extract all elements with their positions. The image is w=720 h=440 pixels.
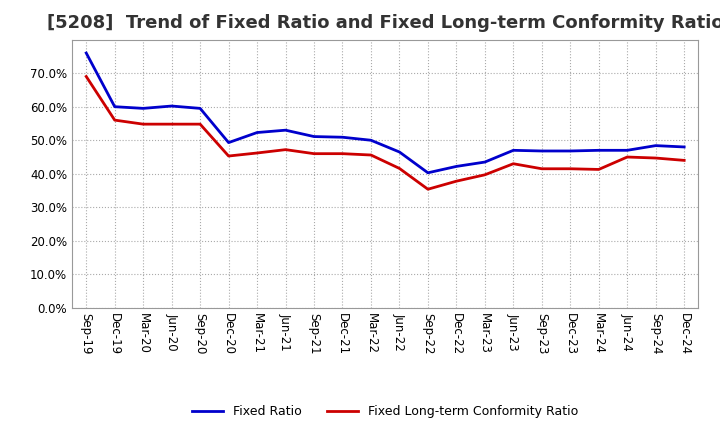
Fixed Long-term Conformity Ratio <box>167 121 176 127</box>
Fixed Long-term Conformity Ratio <box>566 166 575 172</box>
Fixed Ratio <box>537 148 546 154</box>
Fixed Long-term Conformity Ratio <box>366 152 375 158</box>
Fixed Long-term Conformity Ratio <box>225 154 233 159</box>
Fixed Ratio <box>595 148 603 153</box>
Fixed Ratio <box>623 148 631 153</box>
Fixed Ratio <box>82 50 91 55</box>
Fixed Ratio <box>338 135 347 140</box>
Fixed Long-term Conformity Ratio <box>139 121 148 127</box>
Line: Fixed Long-term Conformity Ratio: Fixed Long-term Conformity Ratio <box>86 77 684 189</box>
Fixed Ratio <box>253 130 261 135</box>
Fixed Long-term Conformity Ratio <box>537 166 546 172</box>
Fixed Ratio <box>310 134 318 139</box>
Fixed Ratio <box>395 149 404 154</box>
Fixed Ratio <box>110 104 119 109</box>
Title: [5208]  Trend of Fixed Ratio and Fixed Long-term Conformity Ratio: [5208] Trend of Fixed Ratio and Fixed Lo… <box>47 15 720 33</box>
Fixed Ratio <box>423 170 432 176</box>
Legend: Fixed Ratio, Fixed Long-term Conformity Ratio: Fixed Ratio, Fixed Long-term Conformity … <box>187 400 583 423</box>
Fixed Ratio <box>196 106 204 111</box>
Fixed Long-term Conformity Ratio <box>452 179 461 184</box>
Fixed Ratio <box>566 148 575 154</box>
Fixed Long-term Conformity Ratio <box>623 154 631 160</box>
Fixed Ratio <box>139 106 148 111</box>
Fixed Long-term Conformity Ratio <box>652 155 660 161</box>
Fixed Ratio <box>282 128 290 133</box>
Fixed Long-term Conformity Ratio <box>310 151 318 156</box>
Fixed Ratio <box>680 144 688 150</box>
Fixed Long-term Conformity Ratio <box>680 158 688 163</box>
Fixed Ratio <box>366 138 375 143</box>
Fixed Long-term Conformity Ratio <box>509 161 518 166</box>
Fixed Long-term Conformity Ratio <box>480 172 489 177</box>
Fixed Long-term Conformity Ratio <box>196 121 204 127</box>
Fixed Long-term Conformity Ratio <box>110 117 119 123</box>
Fixed Ratio <box>652 143 660 148</box>
Fixed Long-term Conformity Ratio <box>282 147 290 152</box>
Fixed Ratio <box>167 103 176 109</box>
Fixed Long-term Conformity Ratio <box>82 74 91 79</box>
Fixed Long-term Conformity Ratio <box>395 166 404 171</box>
Fixed Long-term Conformity Ratio <box>595 167 603 172</box>
Fixed Ratio <box>225 140 233 145</box>
Line: Fixed Ratio: Fixed Ratio <box>86 53 684 173</box>
Fixed Long-term Conformity Ratio <box>338 151 347 156</box>
Fixed Ratio <box>509 148 518 153</box>
Fixed Ratio <box>452 164 461 169</box>
Fixed Ratio <box>480 159 489 165</box>
Fixed Long-term Conformity Ratio <box>253 150 261 156</box>
Fixed Long-term Conformity Ratio <box>423 187 432 192</box>
